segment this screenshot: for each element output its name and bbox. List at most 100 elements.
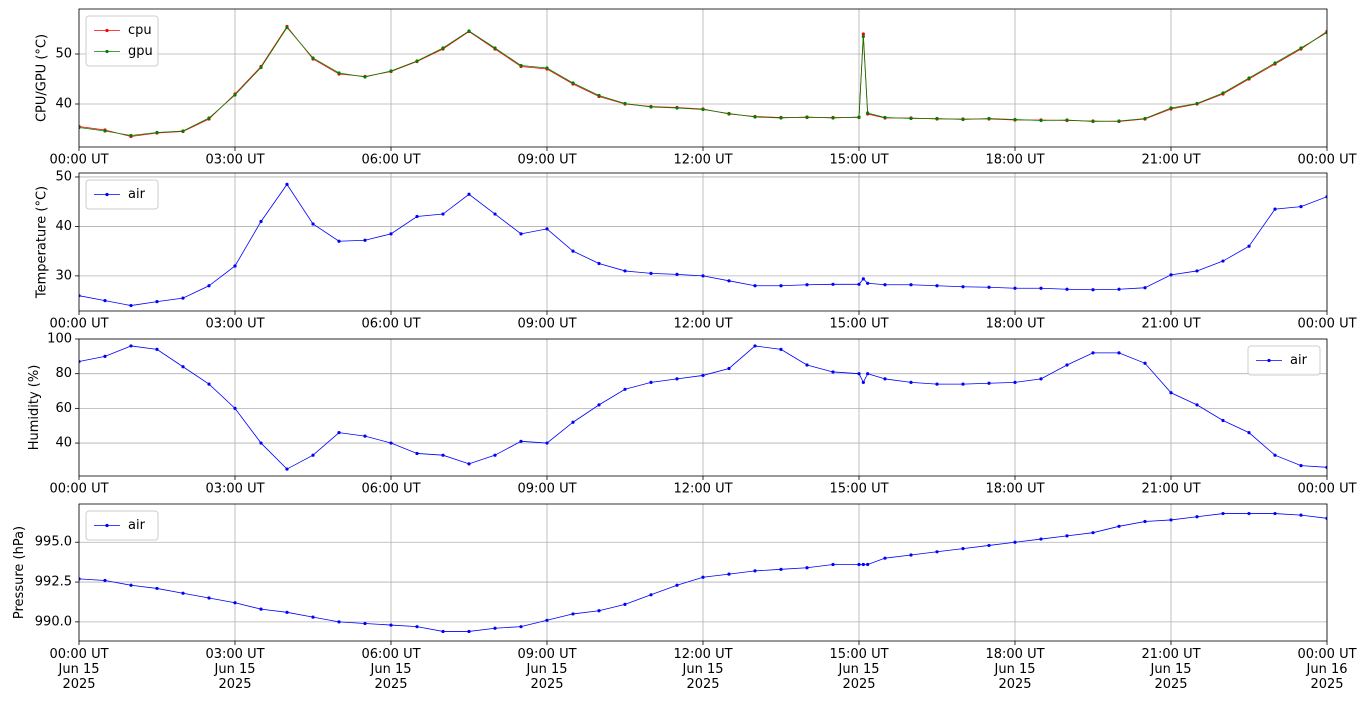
- data-point: [155, 347, 159, 352]
- data-point: [701, 373, 705, 378]
- data-point: [649, 380, 653, 384]
- data-point: [103, 129, 107, 133]
- x-tick-label: 03:00 UT: [205, 317, 264, 332]
- data-point: [1117, 287, 1121, 291]
- x-tick-label: 12:00 UT: [673, 153, 732, 168]
- data-point: [389, 623, 393, 627]
- data-point: [415, 625, 419, 629]
- legend-marker: [105, 523, 109, 528]
- data-point: [961, 285, 965, 289]
- data-point: [805, 283, 809, 287]
- data-point: [649, 593, 653, 597]
- data-point: [727, 366, 731, 371]
- data-point: [987, 285, 991, 289]
- data-point: [701, 107, 705, 112]
- data-point: [233, 264, 237, 268]
- data-point: [545, 66, 549, 70]
- data-point: [129, 133, 133, 138]
- data-point: [545, 227, 549, 231]
- data-point: [285, 467, 289, 471]
- data-point: [1195, 403, 1199, 407]
- data-point: [1143, 116, 1147, 121]
- data-point: [1195, 269, 1199, 273]
- data-point: [1091, 351, 1095, 355]
- x-tick-label: 15:00 UT: [829, 317, 888, 332]
- data-point: [623, 602, 627, 606]
- legend-label: air: [128, 518, 146, 533]
- x-tick-label: 09:00 UT Jun 15 2025: [517, 647, 576, 692]
- data-point: [207, 382, 211, 386]
- data-point: [861, 380, 865, 384]
- data-point: [493, 626, 497, 630]
- data-point: [1195, 515, 1199, 519]
- data-point: [909, 553, 913, 557]
- data-point: [389, 232, 393, 236]
- x-tick-label: 15:00 UT Jun 15 2025: [829, 647, 888, 692]
- x-tick-label: 06:00 UT: [361, 153, 420, 168]
- data-point: [363, 434, 367, 438]
- data-point: [753, 569, 757, 573]
- x-tick-label: 15:00 UT: [829, 482, 888, 497]
- legend-label: cpu: [128, 23, 152, 38]
- data-point: [441, 46, 445, 50]
- data-point: [753, 284, 757, 288]
- data-point: [441, 212, 445, 216]
- data-point: [779, 567, 783, 571]
- data-point: [987, 116, 991, 121]
- legend-box: [85, 510, 159, 541]
- data-point: [415, 214, 419, 219]
- data-point: [1195, 101, 1199, 106]
- data-point: [259, 607, 263, 611]
- data-point: [467, 29, 471, 33]
- data-point: [1013, 540, 1017, 544]
- data-point: [1065, 363, 1069, 367]
- data-point: [1273, 511, 1277, 516]
- data-point: [1221, 259, 1225, 263]
- x-tick-label: 00:00 UT Jun 16 2025: [1297, 647, 1356, 692]
- y-tick-label: 100: [47, 332, 72, 347]
- data-point: [857, 282, 861, 286]
- y-tick-label: 40: [55, 436, 72, 451]
- data-point: [935, 284, 939, 288]
- data-point: [519, 625, 523, 629]
- data-point: [1013, 117, 1017, 122]
- data-point: [1039, 537, 1043, 541]
- data-point: [753, 115, 757, 119]
- x-tick-label: 12:00 UT: [673, 317, 732, 332]
- data-point: [389, 69, 393, 73]
- data-point: [649, 271, 653, 276]
- data-point: [1039, 377, 1043, 381]
- data-point: [181, 129, 185, 133]
- data-point: [1299, 46, 1303, 50]
- data-point: [1273, 61, 1277, 65]
- data-point: [779, 347, 783, 352]
- data-point: [866, 111, 870, 115]
- data-point: [779, 284, 783, 288]
- data-point: [155, 300, 159, 304]
- data-point: [129, 303, 133, 308]
- y-tick-label: 990.0: [35, 614, 72, 629]
- x-tick-label: 06:00 UT: [361, 482, 420, 497]
- data-point: [857, 115, 861, 119]
- data-point: [675, 272, 679, 276]
- data-point: [961, 117, 965, 122]
- data-point: [987, 543, 991, 548]
- data-point: [1221, 511, 1225, 516]
- x-tick-label: 21:00 UT: [1141, 153, 1200, 168]
- data-point: [857, 372, 861, 376]
- data-point: [519, 439, 523, 443]
- data-point: [883, 283, 887, 287]
- data-point: [363, 75, 367, 79]
- data-point: [649, 105, 653, 109]
- data-point: [103, 354, 107, 358]
- data-point: [805, 363, 809, 367]
- plot-area: [79, 511, 1327, 634]
- data-point: [363, 238, 367, 242]
- data-point: [181, 296, 185, 300]
- data-point: [909, 283, 913, 287]
- data-point: [1221, 418, 1225, 423]
- x-tick-label: 21:00 UT: [1141, 317, 1200, 332]
- x-tick-label: 03:00 UT: [205, 482, 264, 497]
- data-point: [1065, 534, 1069, 538]
- data-point: [883, 377, 887, 381]
